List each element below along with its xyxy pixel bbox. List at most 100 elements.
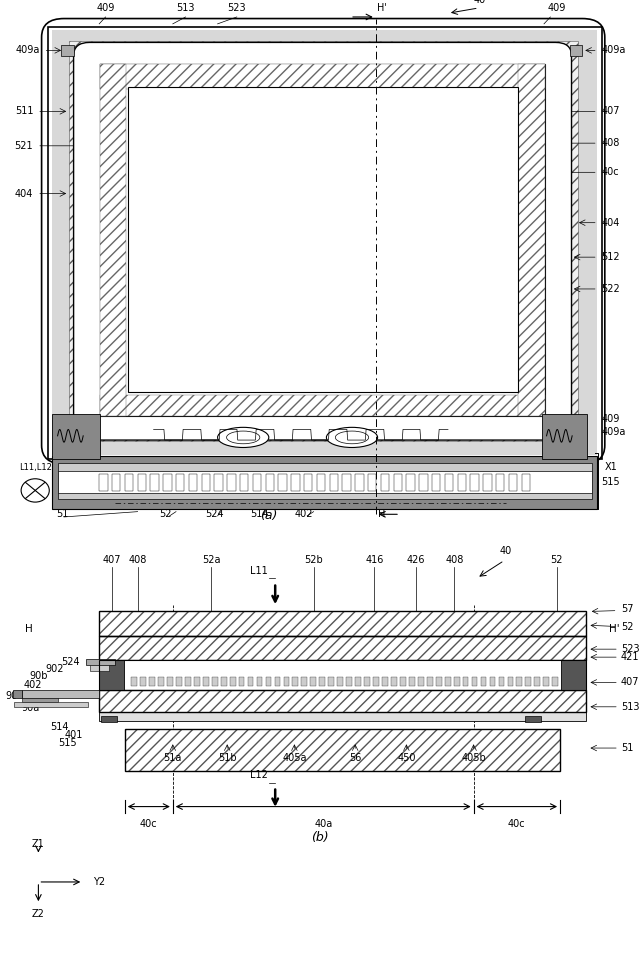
Text: X1: X1	[605, 462, 618, 471]
Bar	[317, 474, 325, 492]
Text: 524: 524	[205, 509, 224, 519]
Bar	[275, 677, 280, 686]
Bar	[257, 677, 262, 686]
Bar	[490, 677, 495, 686]
Bar	[48, 26, 602, 459]
Bar	[239, 677, 244, 686]
Text: 52: 52	[621, 622, 634, 632]
Bar	[419, 474, 428, 492]
Bar	[522, 474, 530, 492]
Bar	[432, 474, 440, 492]
Bar	[99, 712, 586, 721]
Bar	[22, 698, 58, 703]
Text: 51a: 51a	[164, 754, 182, 763]
Text: 524: 524	[61, 656, 80, 666]
Bar	[373, 677, 379, 686]
Circle shape	[21, 479, 49, 502]
Text: 523: 523	[621, 644, 639, 655]
Bar	[221, 677, 227, 686]
Text: Y2: Y2	[93, 877, 105, 887]
Bar	[342, 474, 351, 492]
Bar	[124, 660, 561, 690]
Text: 402: 402	[23, 680, 42, 689]
Text: 90b: 90b	[29, 671, 48, 681]
Text: 401: 401	[407, 403, 425, 414]
Bar	[496, 474, 504, 492]
Bar	[99, 611, 586, 636]
Text: 405a: 405a	[282, 754, 307, 763]
Bar	[368, 474, 376, 492]
Text: 407: 407	[621, 678, 639, 687]
Text: 511: 511	[15, 106, 33, 117]
Bar	[61, 45, 74, 56]
Bar	[381, 474, 389, 492]
Bar	[99, 660, 586, 690]
Bar	[13, 690, 22, 698]
Bar	[69, 41, 578, 442]
Bar	[58, 464, 592, 499]
Bar	[138, 474, 146, 492]
Bar	[22, 690, 99, 698]
Bar	[436, 677, 442, 686]
Bar	[52, 414, 100, 459]
Bar	[176, 677, 182, 686]
Text: 514: 514	[250, 509, 268, 519]
Bar	[140, 677, 146, 686]
Text: 421: 421	[621, 652, 639, 662]
Bar	[472, 677, 477, 686]
FancyBboxPatch shape	[74, 42, 572, 440]
Bar	[125, 474, 133, 492]
Bar	[100, 64, 126, 416]
Bar	[185, 677, 191, 686]
Text: 513: 513	[177, 3, 195, 13]
Text: 409a: 409a	[602, 45, 626, 55]
Text: 407: 407	[602, 106, 620, 117]
Bar	[284, 677, 289, 686]
Text: H: H	[378, 509, 385, 520]
Text: 409: 409	[548, 3, 566, 13]
Text: 90a: 90a	[21, 703, 40, 713]
Bar	[346, 677, 352, 686]
Text: 57: 57	[621, 604, 634, 614]
Bar	[525, 715, 541, 722]
Bar	[214, 474, 223, 492]
Text: 40: 40	[474, 0, 486, 5]
Text: 52b: 52b	[304, 555, 323, 565]
Bar	[400, 677, 406, 686]
Text: 405b: 405b	[461, 754, 486, 763]
Bar	[99, 690, 586, 712]
Text: 56: 56	[349, 754, 362, 763]
Text: 40c: 40c	[140, 819, 157, 829]
Text: 450: 450	[397, 754, 415, 763]
Bar	[483, 474, 492, 492]
Bar	[149, 677, 155, 686]
Text: H': H'	[609, 625, 620, 634]
Text: ~90: ~90	[422, 468, 443, 478]
Bar	[570, 438, 582, 448]
Bar	[212, 677, 218, 686]
Bar	[100, 64, 545, 416]
Text: 409a: 409a	[602, 427, 626, 437]
Bar	[418, 677, 424, 686]
Text: 514: 514	[51, 722, 69, 732]
Bar	[499, 677, 504, 686]
Text: (b): (b)	[311, 831, 329, 844]
Text: 90: 90	[6, 691, 18, 701]
Text: 407a: 407a	[253, 403, 278, 414]
Bar	[552, 677, 558, 686]
Bar	[248, 677, 253, 686]
Bar	[470, 474, 479, 492]
Bar	[304, 474, 312, 492]
Bar	[364, 677, 370, 686]
Bar	[525, 677, 531, 686]
Text: 51b: 51b	[218, 754, 237, 763]
Bar	[86, 659, 115, 665]
Bar	[163, 474, 172, 492]
Bar	[125, 729, 560, 771]
Bar	[131, 677, 137, 686]
Text: 40c: 40c	[508, 819, 525, 829]
Text: Y1: Y1	[551, 497, 563, 507]
Bar	[328, 677, 334, 686]
Text: 40c: 40c	[602, 168, 620, 177]
Ellipse shape	[326, 427, 378, 447]
